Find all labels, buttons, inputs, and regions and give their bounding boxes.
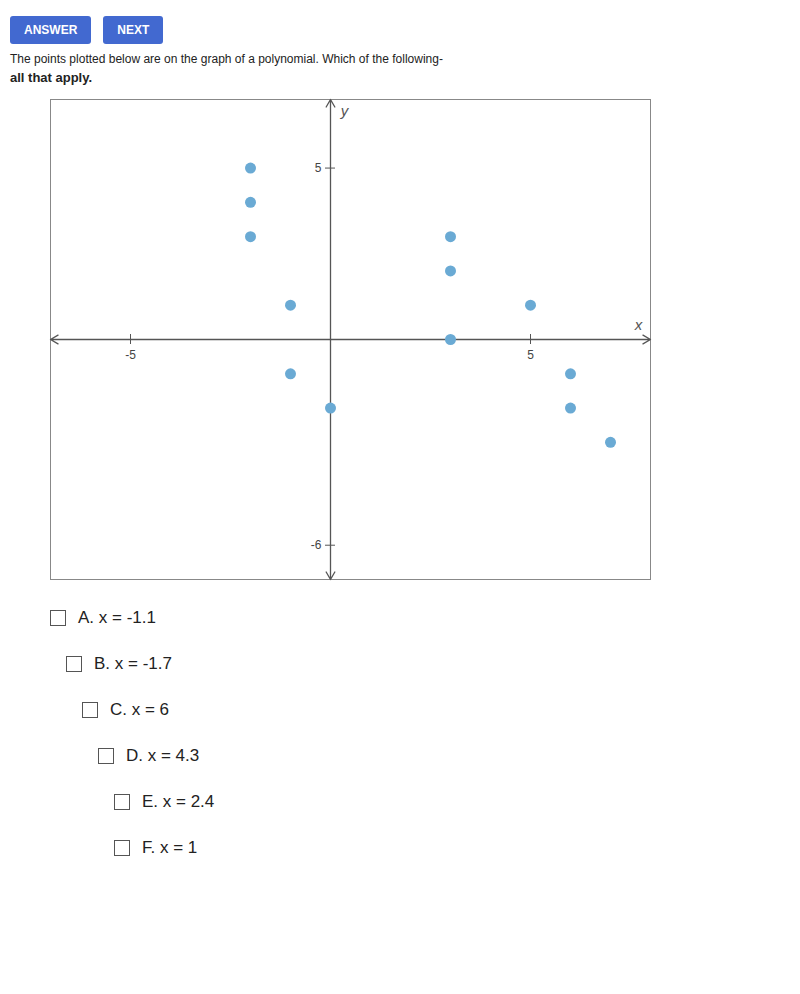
svg-text:y: y — [340, 102, 350, 119]
html-text:A. x = -1.1: A. x = -1.1 — [78, 608, 156, 627]
svg-text:-6: -6 — [311, 538, 322, 552]
svg-text:-5: -5 — [125, 348, 136, 362]
html-text:NEXT: NEXT — [117, 23, 150, 37]
html-text:D. x = 4.3: D. x = 4.3 — [126, 746, 200, 765]
html-text:C. x = 6: C. x = 6 — [110, 700, 170, 719]
svg-text:x: x — [634, 316, 643, 333]
html-text:F. x = 1: F. x = 1 — [142, 838, 198, 857]
svg-text:5: 5 — [527, 348, 534, 362]
svg-text:5: 5 — [315, 161, 322, 175]
html-text:all that apply.: all that apply. — [10, 70, 93, 85]
html-text:B. x = -1.7: B. x = -1.7 — [94, 654, 172, 673]
html-text:ANSWER: ANSWER — [24, 23, 78, 37]
html-text:The points plotted below are o: The points plotted below are on the grap… — [10, 52, 443, 66]
html-text:E. x = 2.4: E. x = 2.4 — [142, 792, 215, 811]
